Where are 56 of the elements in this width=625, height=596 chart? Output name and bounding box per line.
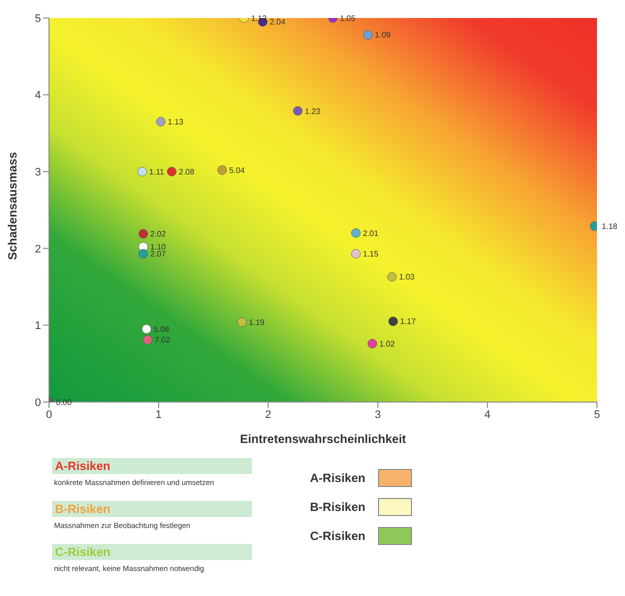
- y-tick-label: 2: [34, 243, 41, 256]
- point: [138, 229, 148, 239]
- annotation: 2.02: [150, 230, 166, 239]
- annotation: 5.08: [154, 324, 170, 334]
- x-axis-title: Eintretenswahrscheinlichkeit: [240, 432, 406, 446]
- annotation: 2.07: [150, 250, 166, 259]
- x-tick-label: 2: [265, 408, 272, 421]
- point: [237, 317, 247, 327]
- annotation: 1.12: [251, 14, 268, 23]
- annotation: 1.19: [248, 318, 266, 327]
- annotation: 1.03: [399, 272, 416, 282]
- x-tick-label: 3: [374, 408, 381, 421]
- point: [156, 116, 166, 126]
- x-tick-label: 5: [594, 408, 600, 421]
- point: [167, 166, 176, 176]
- x-tick-label: 1: [156, 408, 162, 421]
- annotation: 1.18: [602, 222, 618, 231]
- text: B-Risiken: [310, 500, 366, 514]
- text: B-Risiken: [52, 501, 252, 517]
- annotation: 7.02: [154, 336, 171, 345]
- point: [293, 106, 303, 116]
- point: [387, 272, 397, 282]
- x-tick-label: 0: [46, 408, 52, 421]
- y-tick-label: 1: [34, 320, 41, 332]
- annotation: 2.04: [270, 18, 286, 27]
- annotation: 1.09: [374, 30, 392, 40]
- annotation: 1.02: [379, 339, 396, 348]
- point: [388, 316, 398, 326]
- point: [363, 30, 373, 40]
- annotation: 2.01: [362, 228, 379, 238]
- annotation: 5.04: [229, 166, 246, 175]
- annotation: 1.23: [304, 106, 321, 116]
- y-tick-label: 5: [34, 12, 41, 25]
- annotation: 1.13: [168, 118, 184, 127]
- y-tick-label: 0: [34, 396, 41, 409]
- point: [351, 249, 361, 258]
- y-tick-label: 4: [34, 90, 41, 102]
- point: [217, 165, 227, 175]
- annotation: 1.11: [149, 167, 165, 176]
- point: [351, 228, 361, 238]
- text: A-Risiken: [52, 458, 252, 474]
- y-tick-label: 3: [34, 166, 41, 179]
- annotation: 1.15: [362, 250, 379, 259]
- annotation: 1.10: [150, 242, 166, 252]
- point: [137, 166, 147, 176]
- annotation: 2.08: [178, 167, 195, 176]
- text: C-Risiken: [310, 529, 366, 543]
- point: [368, 338, 378, 348]
- point: [138, 249, 148, 258]
- point: [142, 335, 152, 344]
- point: [142, 324, 152, 334]
- text: A-Risiken: [310, 471, 366, 485]
- text: C-Risiken: [52, 544, 252, 560]
- annotation: 1.17: [400, 317, 416, 326]
- x-tick-label: 4: [484, 408, 490, 421]
- y-axis-title: Schadensausmass: [5, 152, 20, 260]
